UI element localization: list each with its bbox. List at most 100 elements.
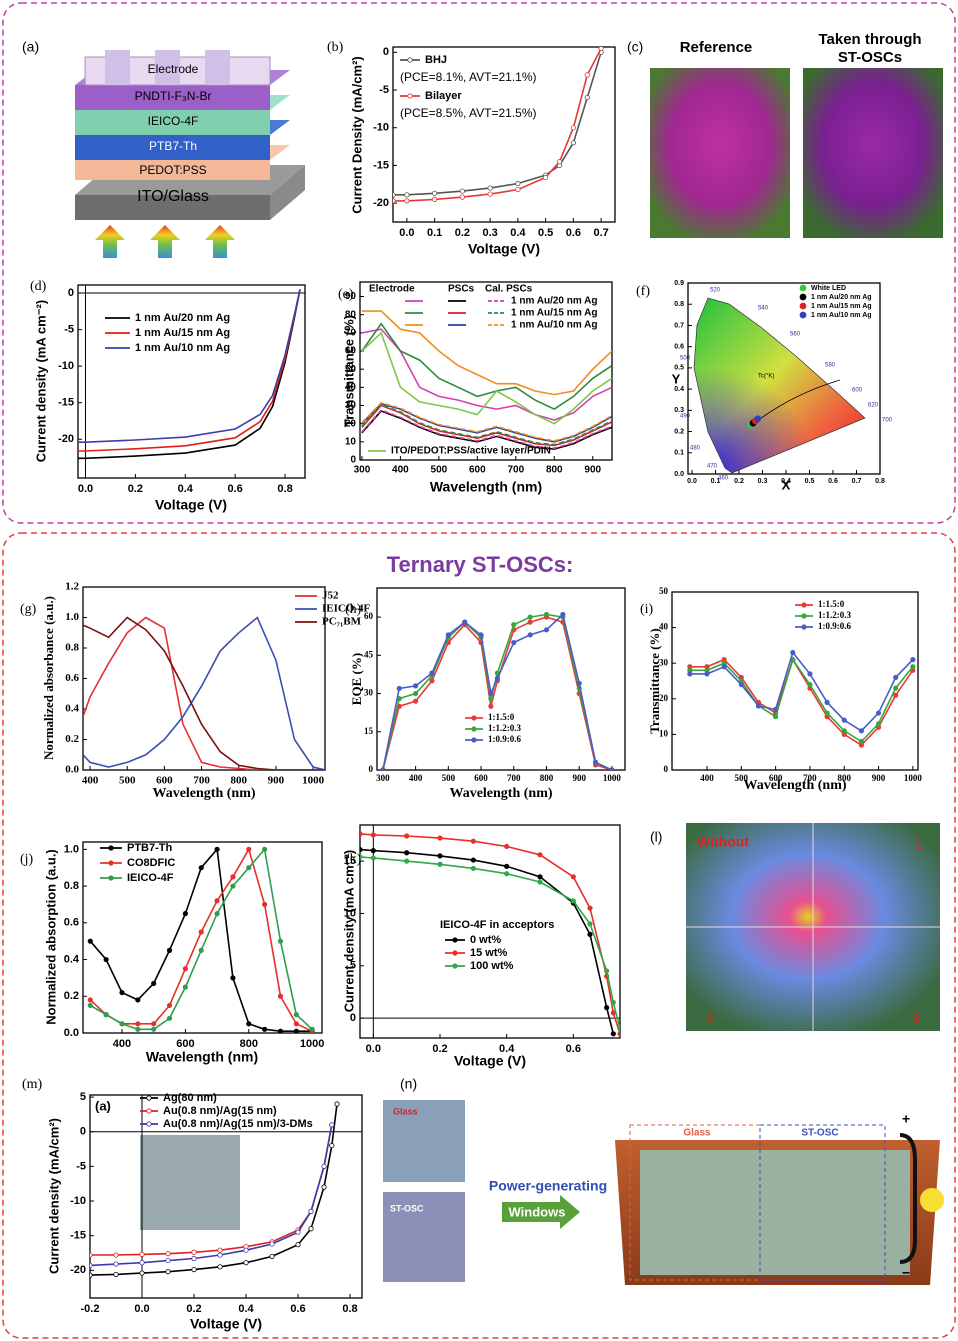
marker — [704, 671, 710, 677]
series-line — [361, 404, 612, 447]
marker — [103, 1012, 109, 1018]
marker — [370, 855, 376, 861]
legend-label: 1 nm Au/20 nm Ag — [811, 294, 872, 301]
x-tick-label: 1000 — [904, 773, 923, 783]
x-tick-label: 0.0 — [399, 227, 414, 239]
chart: 0.0 0.1 0.2 0.3 0.4 0.5 0.6 0.7 0 -5 -10 -15 -20 (b) V… — [327, 40, 616, 257]
marker — [858, 738, 864, 745]
y-tick-label: 0.2 — [65, 733, 79, 745]
marker — [262, 901, 268, 908]
x-tick-label: 0.4 — [499, 1043, 515, 1055]
y-tick-label: 1.0 — [64, 843, 79, 855]
marker — [198, 865, 204, 871]
y-tick-label: 90 — [345, 291, 357, 302]
marker — [243, 1260, 249, 1266]
y-tick-label: -20 — [373, 197, 389, 209]
marker — [617, 1025, 620, 1032]
plot-frame — [359, 281, 613, 461]
marker — [604, 968, 610, 974]
marker — [396, 685, 402, 692]
marker — [295, 1242, 301, 1248]
panel-label: (b) — [327, 40, 344, 55]
series-line — [83, 616, 325, 770]
y-tick-label: 0.5 — [674, 365, 684, 372]
y-axis-label: EQE (%) — [349, 653, 364, 705]
x-tick-label: 900 — [584, 465, 601, 476]
marker — [543, 611, 550, 618]
locus-label: 520 — [710, 288, 721, 294]
marker — [413, 683, 419, 689]
y-tick-label: -20 — [58, 433, 74, 445]
x-tick-label: 0.2 — [186, 1303, 201, 1315]
x-tick-label: 600 — [769, 773, 783, 783]
marker — [754, 415, 762, 423]
marker — [166, 947, 173, 953]
marker — [807, 681, 813, 688]
legend-label: J52 — [322, 590, 339, 602]
legend-label: 0 wt% — [470, 934, 501, 946]
legend-label: IEICO-4F — [127, 872, 174, 884]
marker — [478, 632, 484, 638]
marker — [738, 681, 744, 688]
panel-label: (d) — [30, 279, 47, 294]
legend-label: 1 nm Au/10 nm Ag — [135, 342, 230, 354]
marker — [217, 1247, 223, 1253]
legend-label: 1:1.2:0.3 — [818, 610, 851, 620]
legend-label: Bilayer — [425, 90, 462, 102]
layer-label: IEICO-4F — [148, 114, 199, 128]
y-tick-label: 0.0 — [674, 471, 684, 478]
marker — [182, 984, 188, 990]
photo-label: 2 — [706, 1011, 714, 1027]
x-tick-label: 0.6 — [290, 1303, 305, 1315]
plot-frame — [687, 282, 881, 475]
legend-label: 1 nm Au/20 nm Ag — [511, 296, 598, 307]
plot-frame — [359, 824, 621, 1039]
marker — [165, 1269, 171, 1275]
marker — [429, 670, 435, 676]
photo-label: 3 — [912, 1011, 920, 1027]
marker — [113, 1252, 119, 1258]
marker — [198, 929, 204, 935]
marker — [151, 980, 157, 987]
marker — [537, 879, 543, 885]
marker — [393, 192, 396, 198]
marker — [329, 1122, 335, 1128]
marker — [570, 125, 576, 131]
marker — [87, 938, 93, 944]
marker — [404, 850, 410, 856]
series-line — [689, 657, 914, 747]
x-tick-label: 800 — [837, 773, 851, 783]
marker — [277, 938, 284, 944]
marker — [191, 1255, 197, 1262]
panel-label: (m) — [22, 1077, 43, 1092]
y-tick-label: 15 — [364, 726, 374, 736]
layer-label: Electrode — [148, 62, 199, 76]
layer-label: PNDTI-F₃N-Br — [135, 89, 212, 103]
legend-label: PC₇₁BM — [322, 616, 362, 628]
marker — [146, 1108, 152, 1114]
marker — [437, 835, 443, 841]
marker — [295, 1229, 301, 1235]
marker — [217, 1252, 223, 1258]
x-tick-label: 0.4 — [510, 227, 526, 239]
marker — [511, 622, 517, 628]
legend-label: ITO/PEDOT:PSS/active layer/PDIN — [391, 446, 551, 457]
layer-label: PEDOT:PSS — [139, 163, 206, 177]
region-label: ST-OSC — [801, 1128, 838, 1139]
x-tick-label: 400 — [392, 465, 409, 476]
x-tick-label: 800 — [231, 775, 248, 787]
y-axis-label: Normalized absorbance (a.u.) — [41, 596, 56, 760]
x-axis-label: Voltage (V) — [155, 497, 227, 513]
y-tick-label: -15 — [70, 1230, 86, 1242]
series-group — [360, 831, 620, 1037]
marker — [471, 726, 477, 732]
marker — [182, 911, 188, 917]
legend-label: 1 nm Au/15 nm Ag — [135, 327, 230, 339]
y-tick-label: 40 — [345, 382, 357, 393]
x-tick-label: 0.1 — [427, 227, 442, 239]
marker — [584, 72, 590, 78]
window-view — [640, 1150, 910, 1275]
marker — [139, 1251, 145, 1257]
marker — [329, 1142, 335, 1149]
